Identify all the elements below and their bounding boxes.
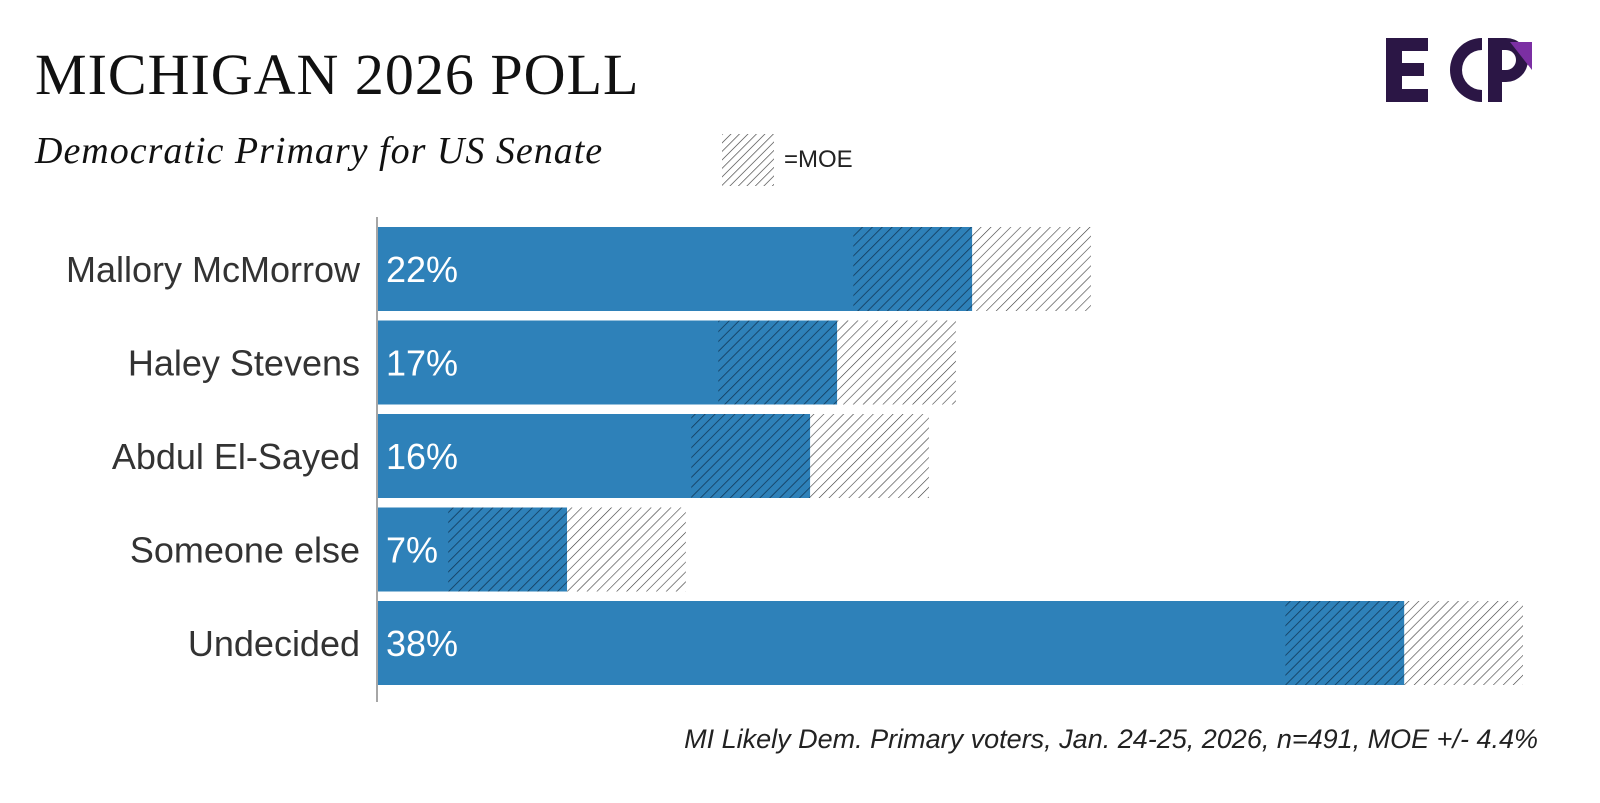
value-label-mallory-mcmorrow: 22% bbox=[386, 249, 458, 290]
moe-lower-abdul-el-sayed bbox=[691, 414, 811, 498]
moe-legend: =MOE bbox=[722, 134, 853, 186]
ecp-logo bbox=[1386, 38, 1532, 102]
moe-legend-label: =MOE bbox=[784, 146, 853, 173]
moe-upper-haley-stevens bbox=[837, 320, 956, 405]
moe-lower-someone-else bbox=[448, 507, 568, 592]
moe-lower-undecided bbox=[1285, 601, 1405, 685]
moe-upper-undecided bbox=[1404, 601, 1523, 685]
moe-upper-mallory-mcmorrow bbox=[972, 227, 1091, 311]
chart-subtitle: Democratic Primary for US Senate bbox=[35, 130, 604, 172]
moe-swatch bbox=[722, 134, 774, 186]
value-label-abdul-el-sayed: 16% bbox=[386, 436, 458, 477]
bars-layer: Mallory McMorrow 22% Haley Stevens 17% Abdul… bbox=[66, 227, 1523, 685]
bar-group-undecided: Undecided 38% bbox=[188, 601, 1523, 685]
value-label-haley-stevens: 17% bbox=[386, 343, 458, 384]
category-label-mallory-mcmorrow: Mallory McMorrow bbox=[66, 249, 361, 290]
bar-group-abdul-el-sayed: Abdul El-Sayed 16% bbox=[112, 414, 929, 498]
category-label-abdul-el-sayed: Abdul El-Sayed bbox=[112, 436, 360, 477]
value-label-someone-else: 7% bbox=[386, 530, 438, 571]
moe-upper-someone-else bbox=[567, 507, 686, 592]
category-label-undecided: Undecided bbox=[188, 623, 360, 664]
bar-group-mallory-mcmorrow: Mallory McMorrow 22% bbox=[66, 227, 1091, 311]
value-label-undecided: 38% bbox=[386, 623, 458, 664]
chart-footnote: MI Likely Dem. Primary voters, Jan. 24-2… bbox=[684, 724, 1538, 754]
chart-title: MICHIGAN 2026 POLL bbox=[35, 42, 640, 107]
category-label-haley-stevens: Haley Stevens bbox=[128, 343, 360, 384]
category-label-someone-else: Someone else bbox=[130, 530, 360, 571]
moe-lower-haley-stevens bbox=[718, 320, 838, 405]
bar-undecided bbox=[378, 601, 1405, 685]
bar-group-someone-else: Someone else 7% bbox=[130, 507, 686, 592]
moe-lower-mallory-mcmorrow bbox=[853, 227, 973, 311]
bar-group-haley-stevens: Haley Stevens 17% bbox=[128, 320, 956, 405]
moe-upper-abdul-el-sayed bbox=[810, 414, 929, 498]
